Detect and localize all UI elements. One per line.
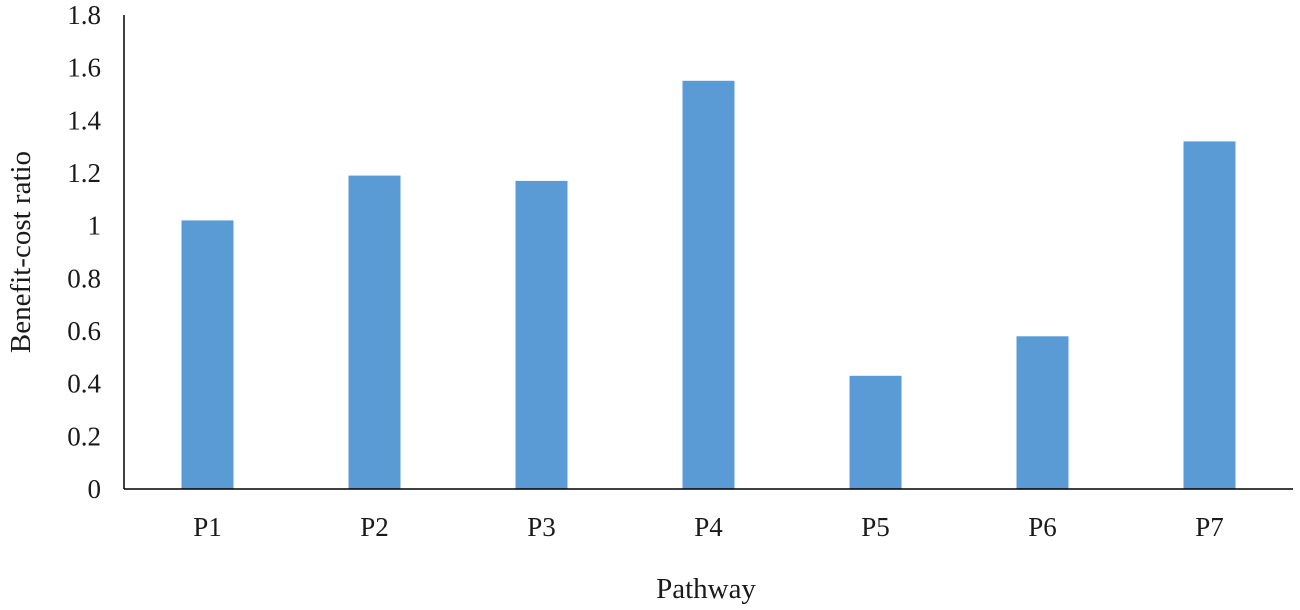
x-tick-label-p5: P5 [861,512,890,542]
y-tick-label-3: 0.6 [67,316,101,346]
x-tick-label-p7: P7 [1195,512,1224,542]
x-tick-label-p4: P4 [694,512,723,542]
y-tick-label-2: 0.4 [67,369,101,399]
x-tick-label-p6: P6 [1028,512,1057,542]
y-tick-label-5: 1 [88,211,102,241]
x-axis-ticks: P1 P2 P3 P4 P5 P6 P7 [193,512,1224,542]
bar-p2 [348,175,401,489]
y-tick-label-8: 1.6 [67,53,101,83]
y-tick-label-6: 1.2 [67,158,101,188]
bar-p7 [1183,141,1236,489]
bar-p1 [181,220,234,489]
y-axis-title: Benefit-cost ratio [5,151,37,353]
x-tick-label-p1: P1 [193,512,222,542]
y-tick-label-1: 0.2 [67,421,101,451]
y-tick-label-0: 0 [88,474,102,504]
y-tick-label-9: 1.8 [67,0,101,30]
y-axis-ticks: 0 0.2 0.4 0.6 0.8 1 1.2 1.4 1.6 1.8 [67,0,101,504]
bar-p3 [515,180,568,489]
bar-p5 [849,375,902,489]
x-tick-label-p3: P3 [527,512,556,542]
x-axis-title: Pathway [656,573,756,605]
y-tick-label-7: 1.4 [67,105,101,135]
bars-group [181,80,1236,490]
x-tick-label-p2: P2 [360,512,389,542]
bar-p6 [1016,336,1069,489]
bar-p4 [682,80,735,490]
y-tick-label-4: 0.8 [67,263,101,293]
